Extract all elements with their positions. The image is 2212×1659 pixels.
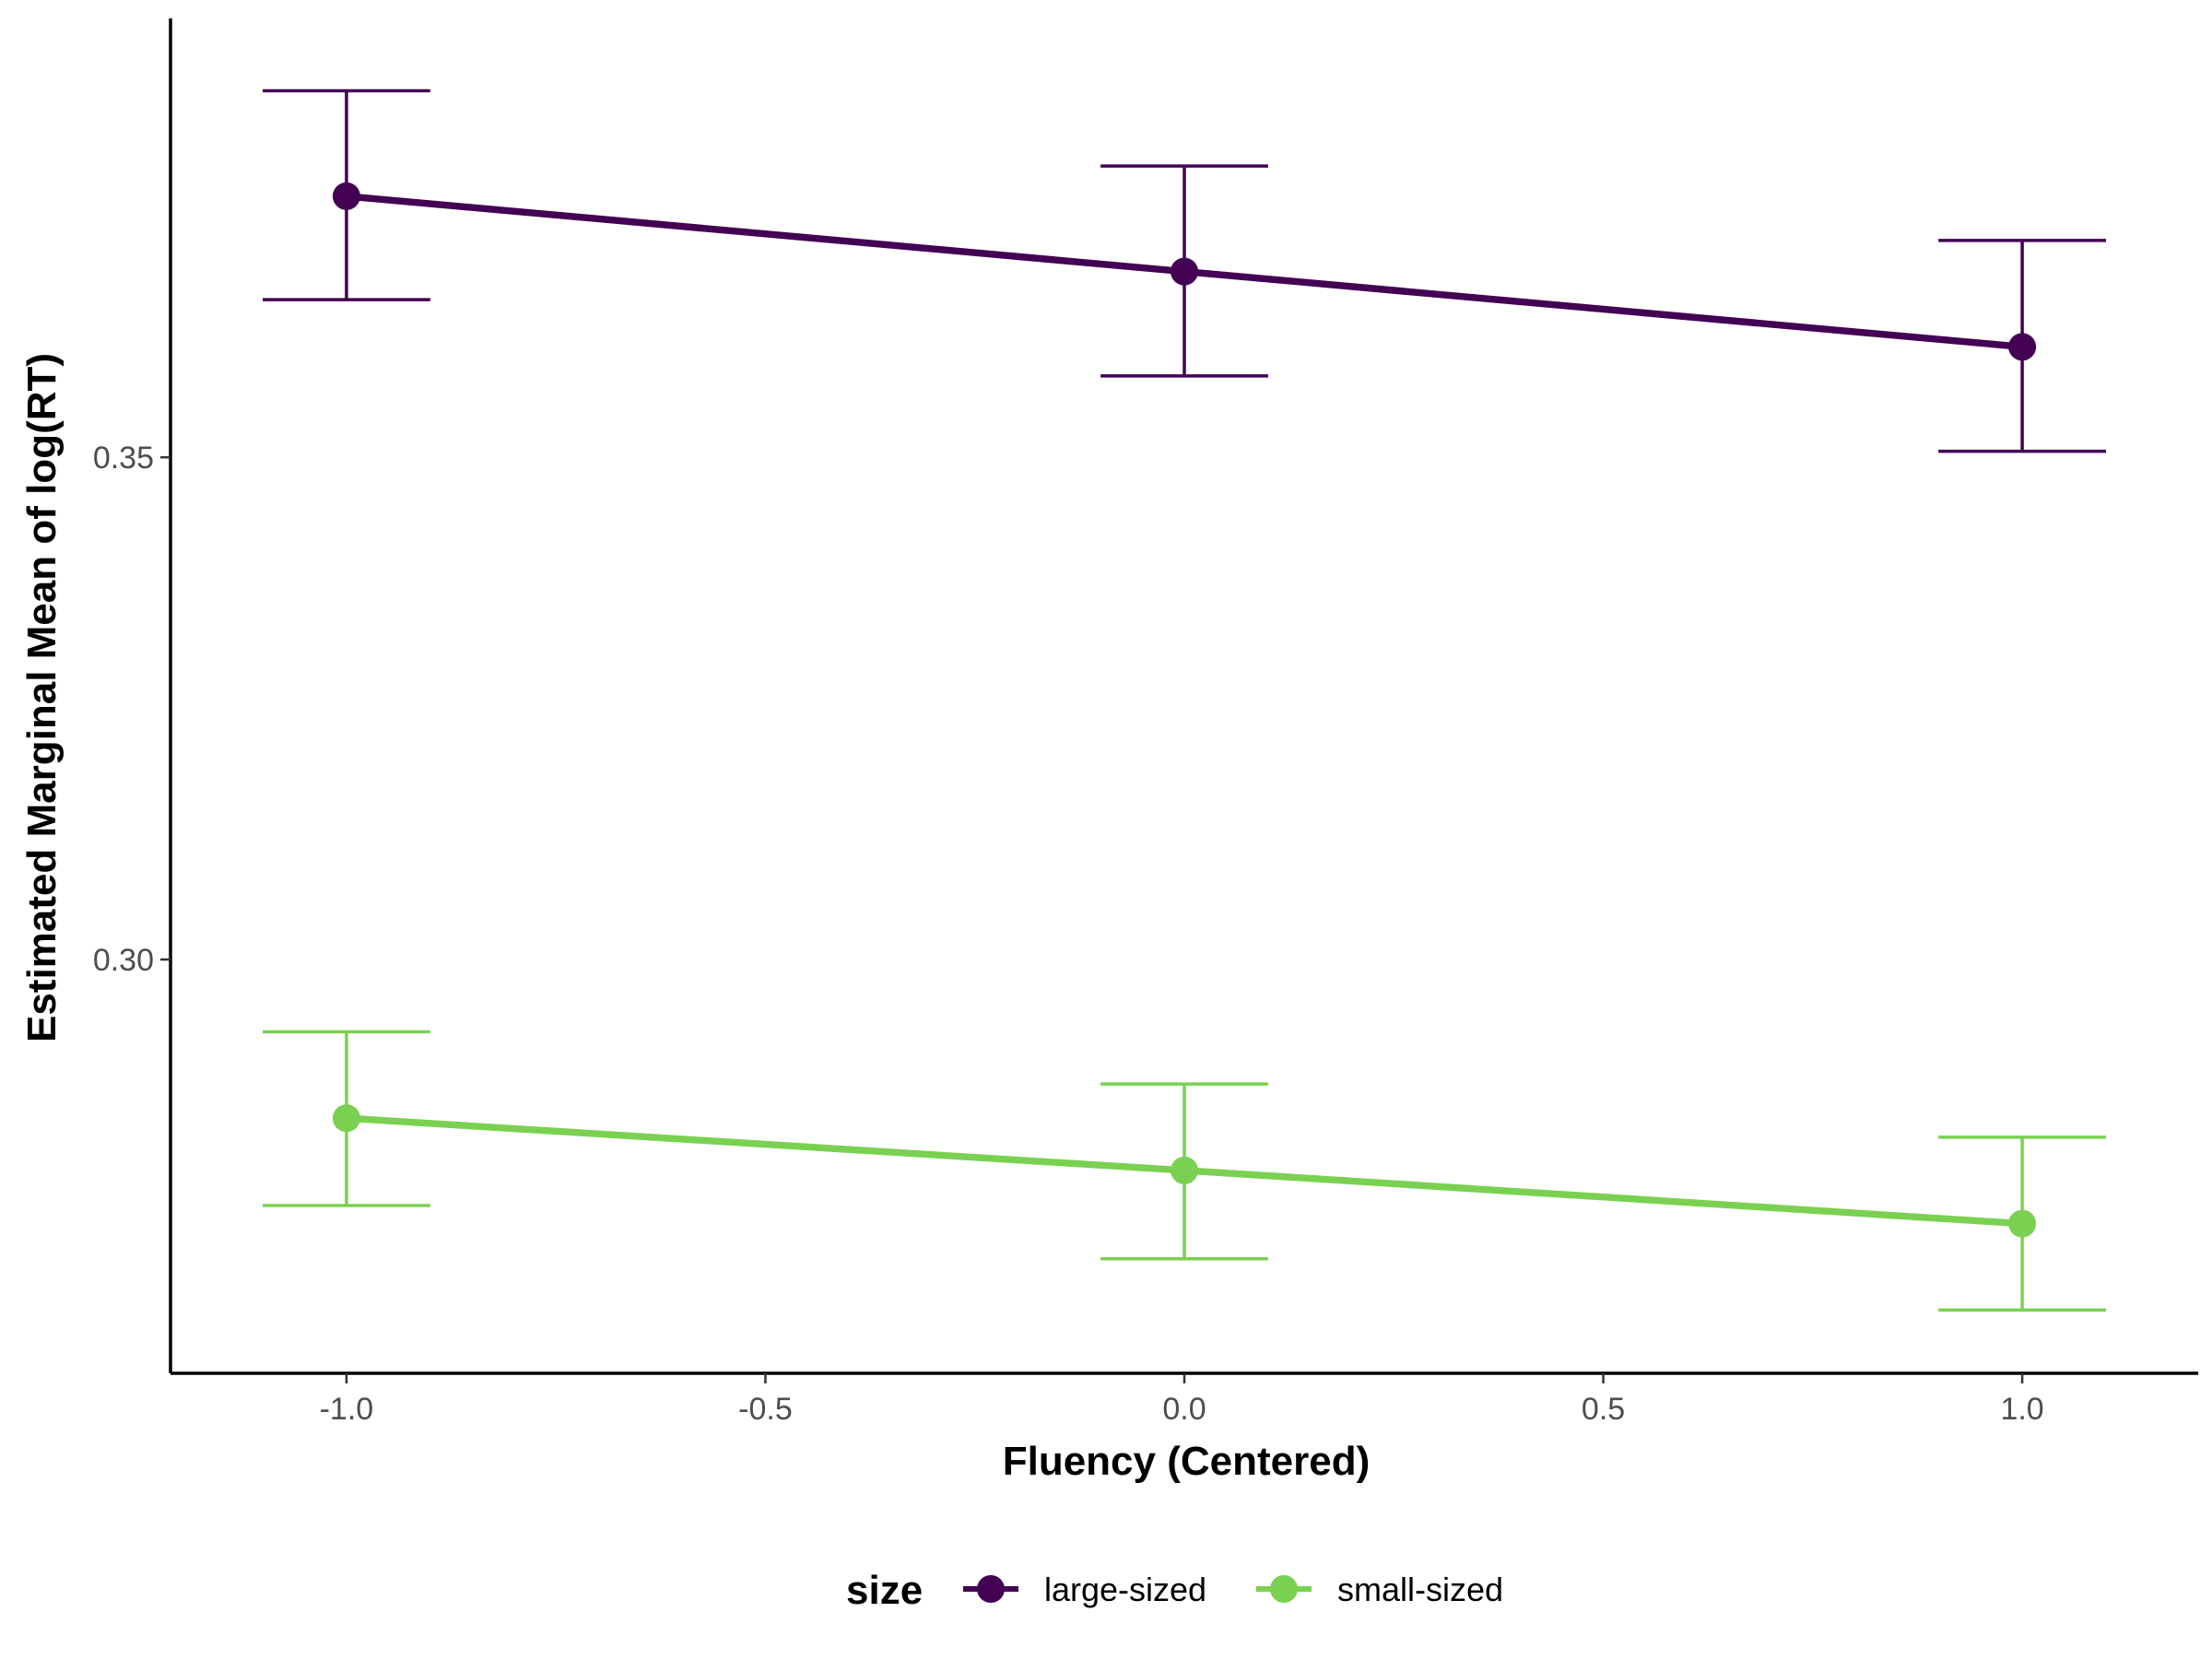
data-point-large-sized bbox=[332, 182, 360, 210]
x-tick-label: -1.0 bbox=[320, 1392, 374, 1427]
x-tick-label: 0.0 bbox=[1162, 1392, 1206, 1427]
data-point-large-sized bbox=[2008, 333, 2037, 361]
y-axis-title: Estimated Marginal Mean of log(RT) bbox=[19, 353, 65, 1042]
legend-key-point bbox=[1270, 1575, 1298, 1603]
y-tick-label: 0.35 bbox=[93, 441, 154, 476]
x-tick-label: 1.0 bbox=[2000, 1392, 2043, 1427]
legend-label: large-sized bbox=[1044, 1571, 1206, 1608]
legend-key-point bbox=[977, 1575, 1005, 1603]
x-tick-label: -0.5 bbox=[738, 1392, 793, 1427]
data-point-small-sized bbox=[332, 1104, 360, 1133]
data-point-small-sized bbox=[1171, 1156, 1198, 1184]
data-point-small-sized bbox=[2008, 1209, 2037, 1238]
legend-item-small-sized: small-sized bbox=[1256, 1571, 1503, 1608]
tick-layer: -1.0 -0.5 0.0 0.5 1.0 0.30 0.35 bbox=[93, 441, 2044, 1427]
legend-label: small-sized bbox=[1337, 1571, 1503, 1608]
x-tick-label: 0.5 bbox=[1582, 1392, 1625, 1427]
legend: size large-sized small-sized bbox=[846, 1568, 1503, 1613]
legend-title: size bbox=[846, 1568, 923, 1613]
legend-item-large-sized: large-sized bbox=[963, 1571, 1206, 1608]
x-axis-title: Fluency (Centered) bbox=[1003, 1439, 1371, 1484]
y-tick-label: 0.30 bbox=[93, 943, 154, 978]
data-point-large-sized bbox=[1171, 257, 1198, 286]
point-layer bbox=[332, 182, 2037, 1238]
